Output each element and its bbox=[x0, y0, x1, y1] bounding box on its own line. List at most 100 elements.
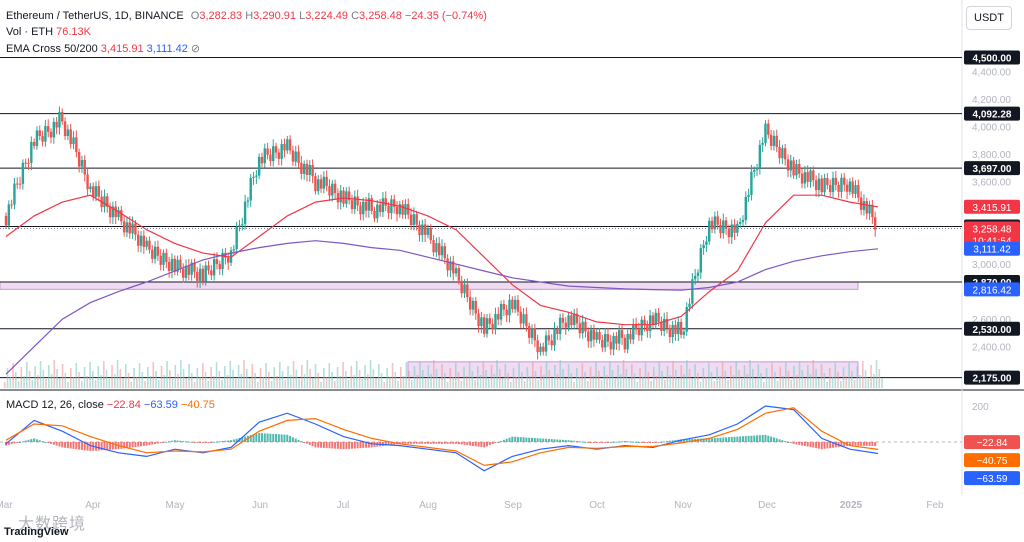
candle-body bbox=[482, 317, 486, 334]
candle-body bbox=[221, 252, 224, 270]
candle-body bbox=[480, 317, 483, 327]
candle-body bbox=[302, 163, 306, 174]
candle-body bbox=[840, 177, 843, 192]
volume-bar bbox=[639, 368, 641, 388]
candle-body bbox=[72, 137, 75, 145]
volume-bar bbox=[567, 364, 570, 388]
candle-body bbox=[609, 341, 612, 350]
candle-body bbox=[415, 214, 418, 225]
candle-body bbox=[139, 235, 143, 246]
macd-histogram-bar bbox=[581, 441, 584, 443]
macd-histogram-bar bbox=[474, 442, 477, 447]
volume-bar bbox=[251, 364, 254, 388]
macd-histogram-bar bbox=[429, 442, 432, 444]
volume-bar bbox=[859, 375, 861, 388]
candle-body bbox=[184, 265, 188, 278]
macd-histogram-bar bbox=[170, 440, 173, 442]
candle-body bbox=[657, 312, 660, 322]
macd-histogram-bar bbox=[750, 435, 753, 442]
volume-legend[interactable]: Vol · ETH 76.13K bbox=[6, 26, 91, 38]
volume-bar bbox=[81, 381, 83, 388]
volume-bar bbox=[732, 375, 735, 388]
macd-histogram-bar bbox=[97, 442, 100, 451]
candle-body bbox=[125, 222, 129, 233]
volume-bar bbox=[864, 370, 867, 388]
volume-bar bbox=[559, 360, 562, 388]
macd-histogram-bar bbox=[35, 439, 38, 442]
candle-body bbox=[691, 279, 694, 304]
volume-bar bbox=[669, 375, 672, 388]
candle-body bbox=[111, 206, 115, 218]
candle-body bbox=[674, 324, 677, 335]
currency-button[interactable]: USDT bbox=[966, 6, 1012, 30]
candle-body bbox=[615, 335, 618, 344]
volume-bar bbox=[823, 373, 826, 388]
volume-bar bbox=[350, 366, 353, 388]
symbol-legend: Ethereum / TetherUS, 1D, BINANCE O3,282.… bbox=[6, 10, 487, 22]
support-zone bbox=[407, 361, 859, 379]
volume-bar bbox=[72, 377, 75, 388]
macd-histogram-bar bbox=[815, 442, 818, 449]
macd-histogram-bar bbox=[578, 441, 581, 443]
candle-body bbox=[620, 330, 624, 338]
volume-bar bbox=[499, 369, 501, 388]
candle-body bbox=[803, 172, 807, 184]
candle-body bbox=[333, 183, 337, 194]
price-axis[interactable]: 2,400.002,600.002,800.003,000.003,200.00… bbox=[964, 50, 1020, 486]
macd-chart[interactable] bbox=[0, 405, 962, 472]
macd-histogram-bar bbox=[345, 442, 348, 450]
candle-body bbox=[834, 177, 838, 185]
volume-bar bbox=[581, 363, 584, 388]
candle-body bbox=[432, 240, 435, 253]
eye-off-icon[interactable]: ⊘ bbox=[190, 43, 201, 55]
candle-body bbox=[187, 265, 191, 275]
macd-histogram-bar bbox=[52, 442, 55, 445]
candle-body bbox=[767, 123, 770, 135]
volume-bar bbox=[53, 360, 56, 388]
volume-bar bbox=[31, 380, 34, 388]
candle-body bbox=[21, 162, 25, 184]
level-label: 2,175.00 bbox=[973, 374, 1012, 385]
macd-histogram-bar bbox=[803, 442, 806, 446]
price-label-box bbox=[964, 221, 1020, 248]
ema-legend[interactable]: EMA Cross 50/200 3,415.91 3,111.42 ⊘ bbox=[6, 42, 200, 55]
candle-body bbox=[457, 268, 461, 281]
volume-bar bbox=[504, 364, 507, 388]
volume-bar bbox=[496, 360, 498, 388]
volume-bar bbox=[551, 379, 553, 388]
tradingview-logo[interactable]: TradingView bbox=[4, 526, 69, 538]
macd-histogram-bar bbox=[125, 442, 128, 449]
candle-body bbox=[851, 181, 854, 194]
macd-histogram-bar bbox=[491, 442, 494, 445]
macd-histogram-bar bbox=[50, 442, 53, 444]
volume-bar bbox=[402, 376, 405, 388]
candle-body bbox=[401, 204, 404, 215]
macd-histogram-bar bbox=[24, 440, 27, 442]
volume-bar bbox=[620, 374, 622, 388]
volume-bar bbox=[534, 371, 537, 388]
volume-bar bbox=[26, 362, 28, 388]
time-axis[interactable]: Mar Apr May Jun Jul Aug Sep Oct Nov Dec 2025 Feb bbox=[0, 500, 944, 511]
candle-body bbox=[508, 299, 511, 316]
volume-bar bbox=[114, 374, 116, 388]
macd-histogram-bar bbox=[244, 436, 247, 442]
price-tick-label: 4,200.00 bbox=[972, 95, 1011, 106]
signal-line bbox=[5, 407, 879, 467]
macd-histogram-bar bbox=[857, 442, 860, 446]
price-chart[interactable] bbox=[0, 0, 1024, 522]
macd-histogram-bar bbox=[666, 441, 669, 443]
candle-body bbox=[682, 331, 686, 335]
macd-histogram-bar bbox=[775, 438, 778, 442]
macd-legend[interactable]: MACD 12, 26, close −22.84 −63.59 −40.75 bbox=[6, 399, 215, 411]
macd-histogram-bar bbox=[609, 442, 612, 443]
candle-body bbox=[356, 196, 359, 206]
candle-body bbox=[637, 329, 641, 336]
level-label-box bbox=[964, 370, 1020, 385]
volume-bar bbox=[743, 365, 746, 388]
volume-bar bbox=[125, 364, 127, 388]
volume-bar bbox=[122, 378, 124, 388]
symbol-title[interactable]: Ethereum / TetherUS, 1D, BINANCE bbox=[6, 10, 184, 22]
macd-histogram-bar bbox=[525, 437, 528, 442]
candle-body bbox=[249, 178, 252, 201]
